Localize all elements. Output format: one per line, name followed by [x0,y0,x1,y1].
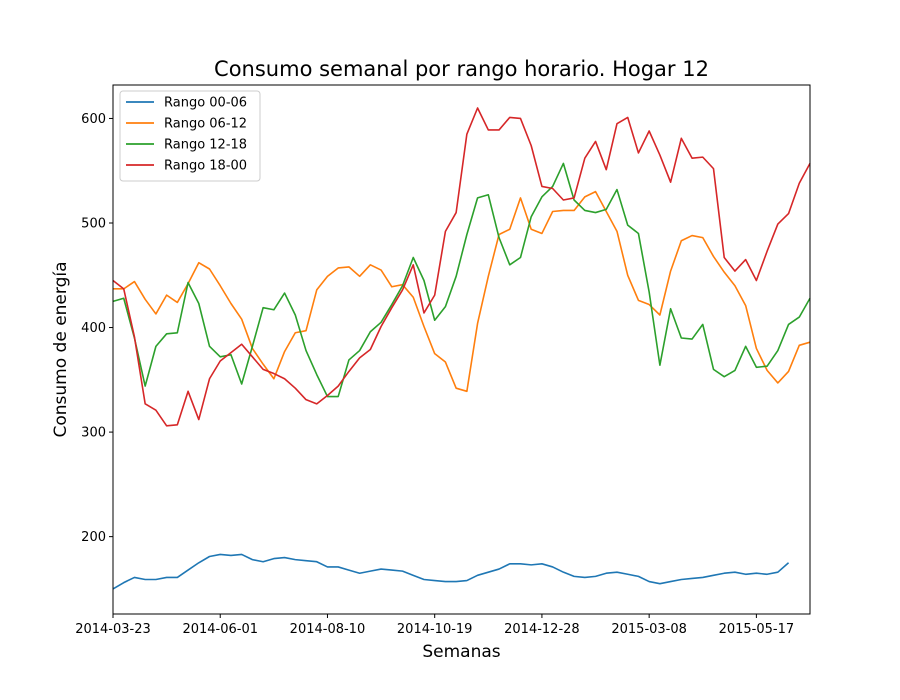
y-tick-label: 400 [81,321,106,336]
legend-label: Rango 18-00 [164,159,247,174]
x-axis: 2014-03-23 2014-06-01 2014-08-10 2014-10-19… [75,614,794,637]
x-tick-label: 2014-08-10 [290,622,366,637]
x-tick-label: 2015-05-17 [719,622,795,637]
plot-frame [112,84,811,615]
x-tick-label: 2015-03-08 [611,622,687,637]
y-tick-label: 300 [81,426,106,441]
x-axis-label: Semanas [422,642,500,662]
y-axis-label: Consumo de energía [51,261,71,437]
y-tick-label: 200 [81,530,106,545]
x-tick-label: 2014-06-01 [182,622,258,637]
y-tick-label: 600 [81,112,106,127]
x-tick-label: 2014-03-23 [75,622,151,637]
legend-box [119,90,261,182]
x-tick-label: 2014-12-28 [504,622,580,637]
legend: Rango 00-06 Rango 06-12 Rango 12-18 Rango 1… [119,90,261,182]
series-line-0 [112,553,790,590]
series-line-3 [112,107,811,427]
series-layer [112,107,811,590]
x-tick-label: 2014-10-19 [397,622,473,637]
series-line-1 [113,190,811,393]
y-tick-label: 500 [81,217,106,232]
legend-label: Rango 12-18 [164,138,247,153]
chart-title: Consumo semanal por rango horario. Hogar… [214,57,709,81]
y-axis: 200 300 400 500 600 [81,112,113,545]
series-line-2 [112,162,811,398]
legend-label: Rango 00-06 [164,96,247,111]
legend-label: Rango 06-12 [164,117,247,132]
